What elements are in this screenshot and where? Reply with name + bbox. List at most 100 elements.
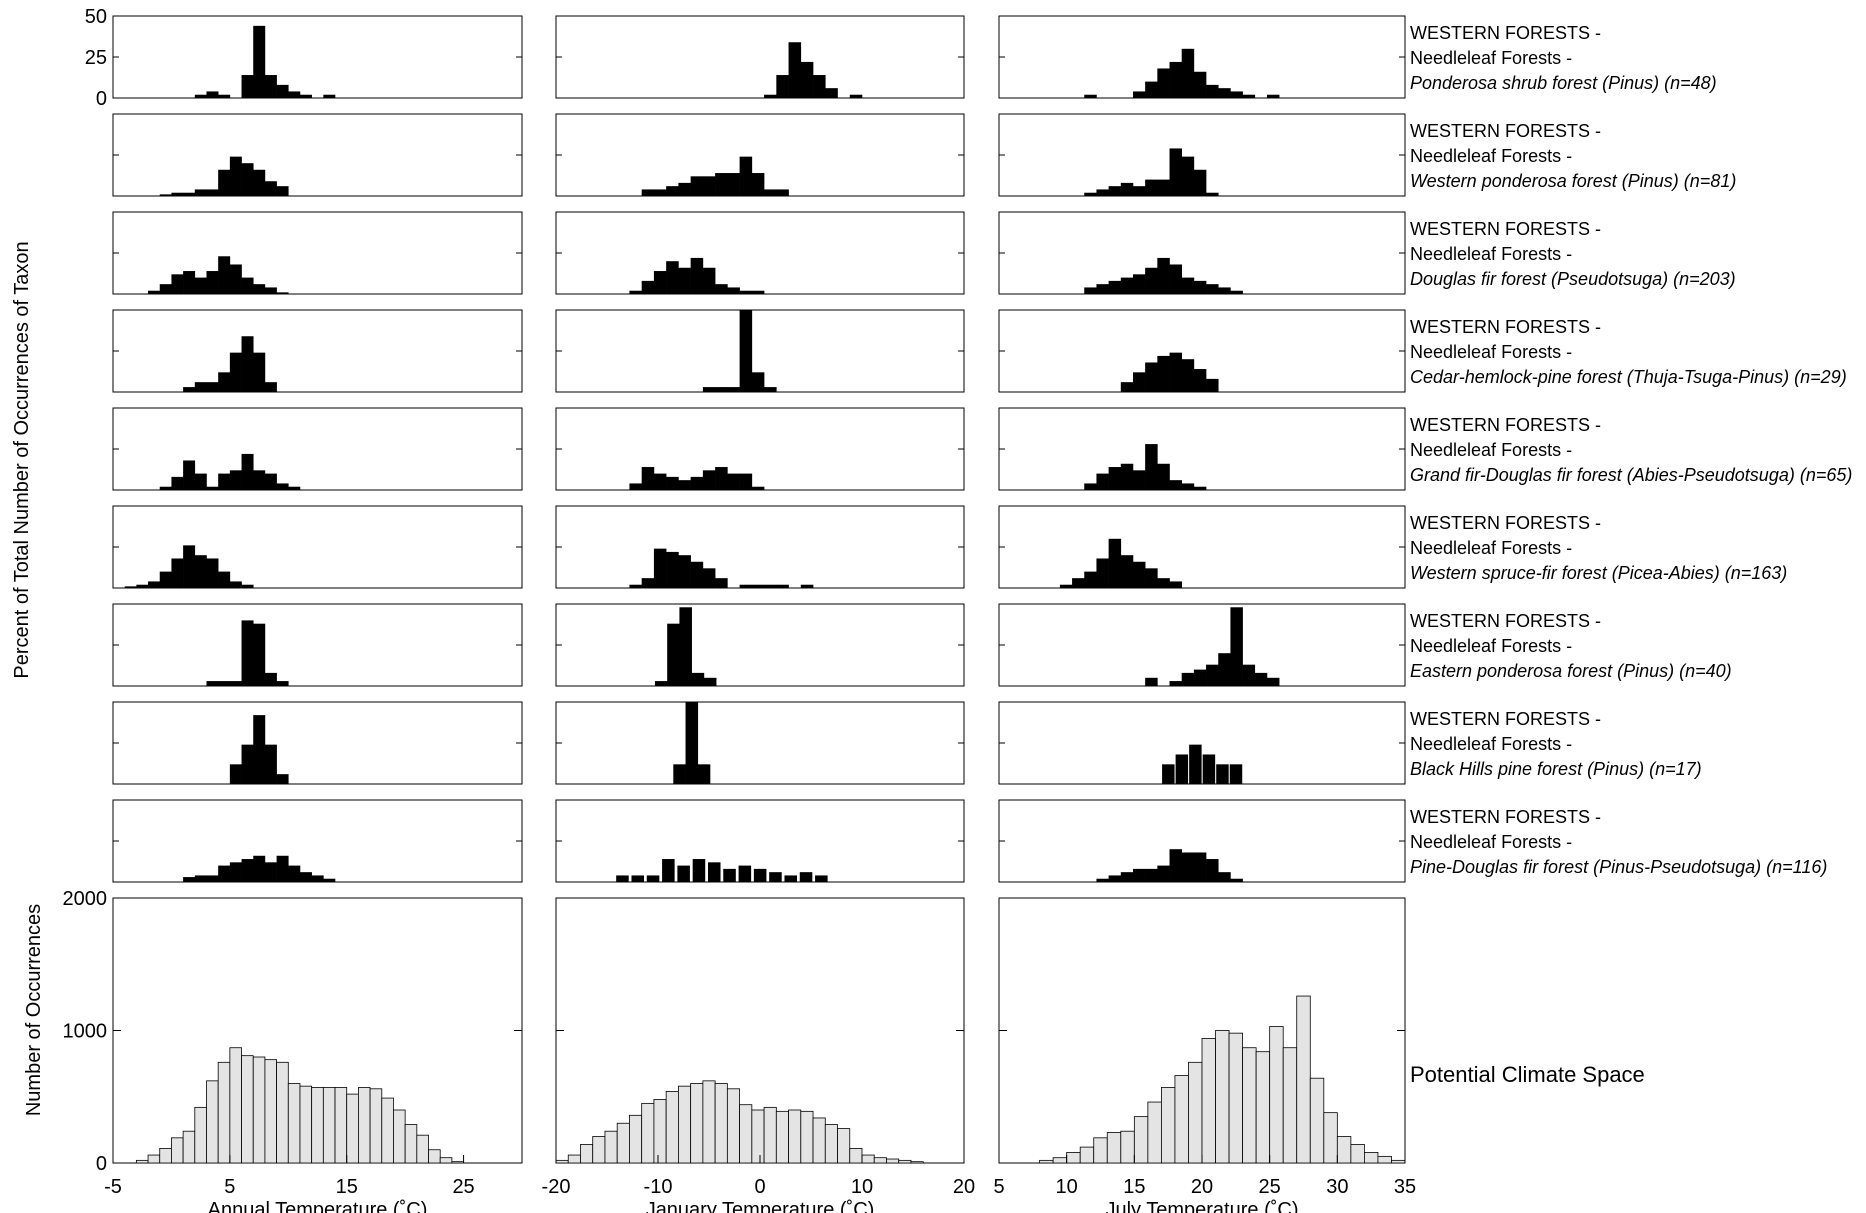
panel-frame bbox=[112, 15, 523, 99]
histogram-bar bbox=[171, 274, 184, 294]
histogram-bar bbox=[1255, 1051, 1271, 1164]
histogram-bar bbox=[241, 584, 254, 588]
histogram-bar bbox=[800, 61, 814, 98]
histogram-bar bbox=[1202, 754, 1216, 784]
panel-r3-c2 bbox=[998, 309, 1406, 393]
panel-r0-c0 bbox=[112, 15, 523, 99]
histogram-bar bbox=[241, 163, 254, 196]
histogram-bar bbox=[218, 372, 231, 392]
histogram-bar bbox=[1216, 764, 1229, 784]
histogram-bar bbox=[276, 84, 289, 98]
histogram-bar bbox=[739, 156, 753, 196]
panel-frame bbox=[998, 505, 1406, 589]
row-label: WESTERN FORESTS - Needleleaf Forests - Gra… bbox=[1410, 413, 1852, 488]
histogram-bar bbox=[1350, 1144, 1365, 1164]
histogram-bar bbox=[1254, 672, 1268, 686]
histogram-bar bbox=[763, 1106, 777, 1164]
histogram-bar bbox=[653, 548, 667, 588]
histogram-bar bbox=[229, 681, 242, 686]
histogram-bar bbox=[323, 878, 336, 882]
panel-r2-c1 bbox=[555, 211, 965, 295]
histogram-bar bbox=[727, 287, 740, 294]
x-tick-label: -10 bbox=[644, 1176, 673, 1198]
histogram-bar bbox=[631, 875, 645, 882]
panel-r5-c2 bbox=[998, 505, 1406, 589]
histogram-bar bbox=[837, 1128, 851, 1164]
histogram-bar bbox=[369, 1088, 383, 1164]
histogram-bar bbox=[1206, 84, 1219, 98]
histogram-bar bbox=[1132, 274, 1146, 294]
panel-frame bbox=[555, 799, 965, 883]
x-tick-label: 10 bbox=[851, 1176, 873, 1198]
histogram-bar bbox=[641, 467, 655, 490]
histogram-bar bbox=[1169, 264, 1182, 294]
histogram-bar bbox=[764, 584, 777, 588]
histogram-bar bbox=[666, 476, 679, 490]
histogram-bar bbox=[1132, 186, 1146, 196]
histogram-bar bbox=[702, 176, 716, 196]
histogram-bar bbox=[264, 473, 277, 490]
histogram-bar bbox=[276, 681, 289, 686]
histogram-bar bbox=[1336, 1136, 1352, 1164]
histogram-bar bbox=[206, 91, 219, 98]
panel-r7-c2 bbox=[998, 701, 1406, 785]
row-label: WESTERN FORESTS - Needleleaf Forests - Wes… bbox=[1410, 119, 1736, 194]
x-tick-label: 5 bbox=[993, 1176, 1004, 1198]
histogram-bar bbox=[1108, 538, 1122, 588]
histogram-bar bbox=[299, 872, 312, 882]
panel-r4-c2 bbox=[998, 407, 1406, 491]
histogram-bar bbox=[764, 94, 777, 98]
histogram-bar bbox=[147, 1154, 161, 1164]
panel-r5-c0 bbox=[112, 505, 523, 589]
climate-space-panel-c1: -20 -10 0 10 20 January Temperature (˚C) bbox=[542, 897, 975, 1213]
panel-r1-c0 bbox=[112, 113, 523, 197]
histogram-bar bbox=[218, 865, 231, 882]
histogram-bar bbox=[253, 623, 266, 686]
histogram-bar bbox=[702, 267, 716, 294]
panel-r7-c0 bbox=[112, 701, 523, 785]
histogram-bar bbox=[206, 875, 219, 882]
histogram-bar bbox=[229, 581, 242, 588]
histogram-bar bbox=[1169, 148, 1182, 196]
histogram-bar bbox=[849, 94, 863, 98]
histogram-bar bbox=[288, 865, 301, 882]
histogram-bar bbox=[451, 1161, 464, 1164]
histogram-bar bbox=[1108, 467, 1122, 490]
histogram-bar bbox=[1218, 653, 1231, 686]
histogram-bar bbox=[194, 1106, 207, 1164]
histogram-bar bbox=[183, 387, 196, 392]
row-label-line: Needleleaf Forests - bbox=[1410, 146, 1573, 166]
histogram-bar bbox=[1206, 284, 1219, 294]
panel-frame bbox=[998, 407, 1406, 491]
histogram-bar bbox=[739, 584, 753, 588]
histogram-bar bbox=[673, 764, 686, 784]
row-label-line: WESTERN FORESTS - bbox=[1410, 807, 1602, 827]
histogram-bar bbox=[1108, 875, 1122, 882]
histogram-bar bbox=[1132, 91, 1146, 98]
histogram-bar bbox=[218, 94, 231, 98]
histogram-bar bbox=[241, 744, 254, 784]
histogram-bar bbox=[1079, 1146, 1095, 1164]
panel-r2-c2 bbox=[998, 211, 1406, 295]
panel-frame bbox=[112, 799, 523, 883]
histogram-bar bbox=[264, 382, 277, 392]
histogram-bar bbox=[194, 189, 207, 196]
row-label: WESTERN FORESTS - Needleleaf Forests - Pon… bbox=[1410, 21, 1717, 96]
histogram-bar bbox=[311, 1087, 324, 1164]
histogram-bar bbox=[1145, 568, 1158, 588]
histogram-bar bbox=[1269, 1026, 1284, 1164]
histogram-bar bbox=[1228, 1032, 1243, 1164]
histogram-bar bbox=[217, 1061, 231, 1164]
histogram-bar bbox=[726, 1088, 740, 1164]
histogram-bar bbox=[276, 186, 289, 196]
panel-frame bbox=[112, 113, 523, 197]
histogram-bar bbox=[739, 473, 753, 490]
climate-space-panel-c0: -5 5 15 25 Annual Temperature (˚C) bbox=[104, 897, 523, 1213]
histogram-bar bbox=[218, 571, 231, 588]
histogram-bar bbox=[428, 1149, 441, 1164]
histogram-bar bbox=[800, 1110, 814, 1164]
histogram-bar bbox=[124, 586, 137, 588]
histogram-bar bbox=[715, 467, 728, 490]
histogram-bar bbox=[1132, 868, 1146, 882]
histogram-bar bbox=[751, 1109, 765, 1164]
